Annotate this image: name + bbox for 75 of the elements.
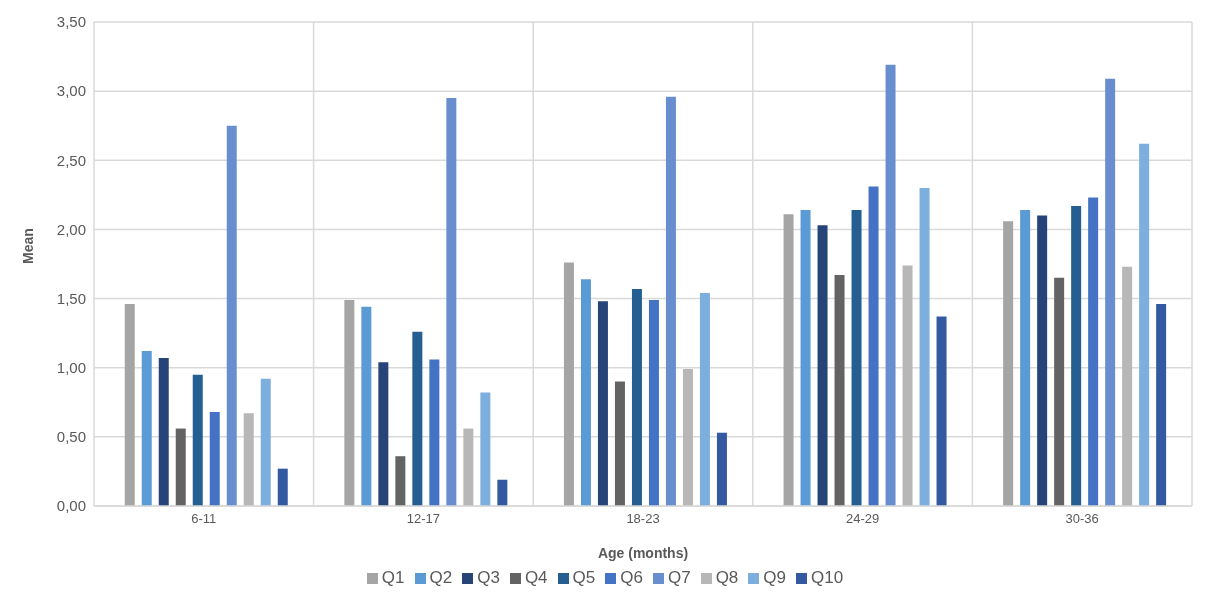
bar bbox=[361, 306, 372, 506]
bar bbox=[682, 369, 693, 506]
bar bbox=[1105, 78, 1116, 506]
y-tick-label: 3,50 bbox=[56, 13, 86, 31]
legend-label: Q8 bbox=[715, 568, 739, 587]
bar bbox=[344, 299, 355, 506]
bar bbox=[1156, 304, 1167, 506]
bar bbox=[1088, 197, 1099, 506]
bar bbox=[378, 362, 389, 506]
bar bbox=[429, 359, 440, 506]
bar bbox=[209, 411, 220, 506]
bar bbox=[1003, 221, 1014, 506]
bar bbox=[648, 299, 659, 506]
legend-label: Q4 bbox=[524, 568, 548, 587]
x-tick-label: 18-23 bbox=[626, 511, 660, 527]
y-tick-label: 0,50 bbox=[56, 428, 86, 446]
bar bbox=[395, 456, 406, 506]
bar bbox=[800, 210, 811, 506]
bar bbox=[868, 186, 879, 506]
y-tick-label: 1,50 bbox=[56, 289, 86, 307]
bar bbox=[580, 279, 591, 506]
bar bbox=[463, 428, 474, 506]
legend-label: Q6 bbox=[620, 568, 643, 587]
bar bbox=[936, 316, 947, 506]
y-tick-label: 0,00 bbox=[56, 497, 86, 515]
x-tick-label: 30-36 bbox=[1065, 511, 1099, 527]
bar bbox=[665, 96, 676, 506]
legend-label: Q1 bbox=[381, 568, 405, 587]
bar bbox=[243, 413, 254, 506]
legend-label: Q3 bbox=[477, 568, 500, 587]
bar bbox=[783, 214, 794, 506]
bar bbox=[277, 468, 288, 506]
bar bbox=[1020, 210, 1031, 506]
bar bbox=[563, 262, 574, 506]
legend-label: Q7 bbox=[667, 568, 691, 587]
x-tick-label: 6-11 bbox=[191, 511, 217, 527]
bar bbox=[716, 432, 727, 506]
bar bbox=[1054, 277, 1065, 506]
bar bbox=[141, 351, 152, 506]
y-axis-title: Mean bbox=[19, 228, 36, 264]
x-axis-title: Age (months) bbox=[597, 545, 689, 561]
bar bbox=[124, 304, 135, 506]
bar bbox=[1037, 215, 1048, 506]
legend-label: Q9 bbox=[763, 568, 787, 587]
bar bbox=[699, 293, 710, 506]
bar bbox=[851, 210, 862, 506]
legend-label: Q10 bbox=[811, 568, 844, 587]
bar bbox=[175, 428, 186, 506]
bar bbox=[902, 265, 913, 506]
legend-label: Q5 bbox=[572, 568, 596, 587]
bar bbox=[1071, 205, 1082, 506]
y-tick-label: 3,00 bbox=[56, 82, 86, 100]
bar bbox=[919, 187, 930, 506]
x-tick-label: 12-17 bbox=[406, 511, 441, 527]
legend-label: Q2 bbox=[429, 568, 453, 587]
bar bbox=[412, 331, 423, 506]
bar bbox=[1122, 266, 1133, 506]
bar bbox=[158, 358, 169, 506]
bar bbox=[480, 392, 491, 506]
bar bbox=[192, 374, 203, 506]
x-tick-label: 24-29 bbox=[845, 511, 880, 527]
bar bbox=[631, 288, 642, 506]
bar bbox=[597, 301, 608, 506]
bar bbox=[614, 381, 625, 506]
y-tick-label: 2,50 bbox=[56, 151, 86, 169]
bar bbox=[446, 98, 457, 506]
y-tick-label: 1,00 bbox=[56, 359, 86, 377]
bar bbox=[834, 275, 845, 506]
y-tick-label: 2,00 bbox=[56, 220, 86, 238]
bar bbox=[260, 378, 271, 506]
bar bbox=[226, 125, 237, 506]
bar bbox=[497, 479, 508, 506]
bar bbox=[885, 64, 896, 506]
bar bbox=[1139, 143, 1150, 506]
bar bbox=[817, 225, 828, 506]
